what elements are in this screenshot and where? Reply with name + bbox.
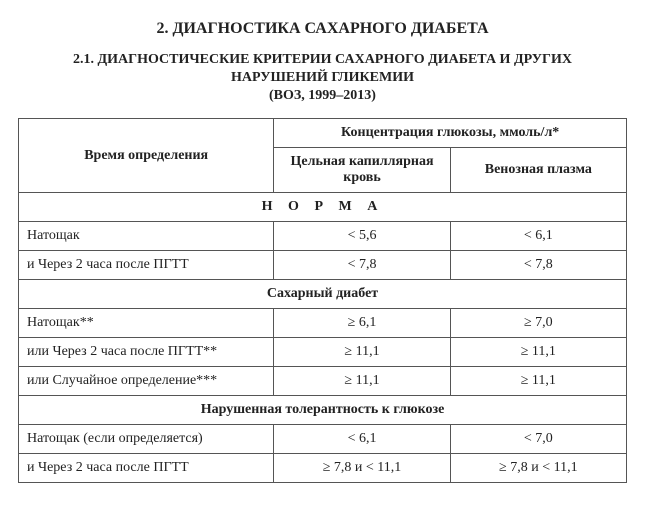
cell-capillary: ≥ 11,1 (274, 367, 450, 396)
cell-time: Натощак** (19, 309, 274, 338)
table-header-row-1: Время определения Концентрация глюкозы, … (19, 119, 627, 148)
cell-venous: ≥ 7,8 и < 11,1 (450, 454, 626, 483)
th-venous: Венозная плазма (450, 148, 626, 193)
table-row: или Случайное определение*** ≥ 11,1 ≥ 11… (19, 367, 627, 396)
cell-capillary: ≥ 7,8 и < 11,1 (274, 454, 450, 483)
table-row: и Через 2 часа после ПГТТ < 7,8 < 7,8 (19, 251, 627, 280)
table-row: или Через 2 часа после ПГТТ** ≥ 11,1 ≥ 1… (19, 338, 627, 367)
section-header: Н О Р М А (19, 193, 627, 222)
cell-time: или Через 2 часа после ПГТТ** (19, 338, 274, 367)
th-time: Время определения (19, 119, 274, 193)
cell-venous: < 7,0 (450, 425, 626, 454)
cell-capillary: ≥ 6,1 (274, 309, 450, 338)
section-header: Сахарный диабет (19, 280, 627, 309)
section-header: Нарушенная толерантность к глюкозе (19, 396, 627, 425)
cell-time: и Через 2 часа после ПГТТ (19, 251, 274, 280)
cell-capillary: < 5,6 (274, 222, 450, 251)
cell-venous: ≥ 7,0 (450, 309, 626, 338)
table-row: Натощак (если определяется) < 6,1 < 7,0 (19, 425, 627, 454)
section-title: Н О Р М А (19, 193, 627, 222)
table-row: Натощак < 5,6 < 6,1 (19, 222, 627, 251)
cell-time: Натощак (если определяется) (19, 425, 274, 454)
page-subtitle-line2: НАРУШЕНИЙ ГЛИКЕМИИ (18, 70, 627, 86)
page-subtitle-line1: 2.1. ДИАГНОСТИЧЕСКИЕ КРИТЕРИИ САХАРНОГО … (18, 52, 627, 68)
cell-venous: ≥ 11,1 (450, 367, 626, 396)
table-row: Натощак** ≥ 6,1 ≥ 7,0 (19, 309, 627, 338)
section-title: Нарушенная толерантность к глюкозе (19, 396, 627, 425)
criteria-table: Время определения Концентрация глюкозы, … (18, 118, 627, 483)
table-row: и Через 2 часа после ПГТТ ≥ 7,8 и < 11,1… (19, 454, 627, 483)
cell-venous: < 7,8 (450, 251, 626, 280)
cell-capillary: ≥ 11,1 (274, 338, 450, 367)
th-capillary: Цельная капиллярная кровь (274, 148, 450, 193)
page-subtitle-note: (ВОЗ, 1999–2013) (18, 88, 627, 104)
cell-venous: < 6,1 (450, 222, 626, 251)
th-glucose: Концентрация глюкозы, ммоль/л* (274, 119, 627, 148)
section-title: Сахарный диабет (19, 280, 627, 309)
cell-time: Натощак (19, 222, 274, 251)
cell-time: или Случайное определение*** (19, 367, 274, 396)
cell-time: и Через 2 часа после ПГТТ (19, 454, 274, 483)
cell-venous: ≥ 11,1 (450, 338, 626, 367)
cell-capillary: < 7,8 (274, 251, 450, 280)
cell-capillary: < 6,1 (274, 425, 450, 454)
page-title: 2. ДИАГНОСТИКА САХАРНОГО ДИАБЕТА (18, 20, 627, 38)
